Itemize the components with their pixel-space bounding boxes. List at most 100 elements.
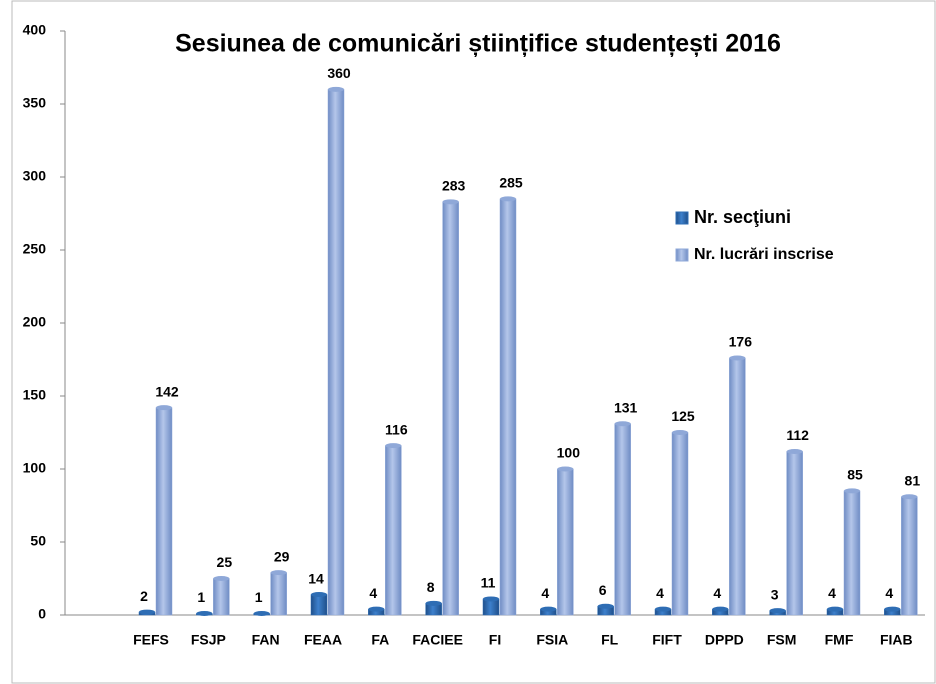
bar-cap <box>156 405 172 411</box>
y-tick-label: 200 <box>23 314 47 330</box>
bar-cap <box>655 606 671 612</box>
data-label: 4 <box>713 585 721 601</box>
data-label: 360 <box>327 65 351 81</box>
y-tick-label: 0 <box>38 606 46 622</box>
data-label: 1 <box>255 589 263 605</box>
x-tick-label: DPPD <box>705 632 744 648</box>
bar-cap <box>139 609 155 615</box>
bar-cap <box>328 86 344 92</box>
data-label: 116 <box>385 421 408 437</box>
bar-cap <box>500 196 516 202</box>
bar-cap <box>712 606 729 612</box>
data-label: 285 <box>499 175 523 191</box>
y-tick-label: 350 <box>23 95 47 111</box>
data-label: 131 <box>614 399 638 415</box>
bar-cap <box>425 600 442 606</box>
bar <box>213 578 230 616</box>
bar-cap <box>769 608 786 614</box>
data-label: 25 <box>217 554 233 570</box>
x-tick-label: FIFT <box>652 632 682 648</box>
y-tick-label: 250 <box>23 241 47 257</box>
data-label: 2 <box>140 588 148 604</box>
data-label: 4 <box>885 585 893 601</box>
data-label: 176 <box>729 334 753 350</box>
y-tick-label: 50 <box>30 533 46 549</box>
bar-cap <box>385 443 402 449</box>
legend-swatch <box>675 211 689 225</box>
bar <box>843 490 861 616</box>
bar-cap <box>311 592 327 598</box>
bar-cap <box>196 611 213 617</box>
data-label: 4 <box>656 585 664 601</box>
x-tick-label: FSJP <box>191 632 226 648</box>
x-tick-label: FEFS <box>133 632 169 648</box>
data-label: 112 <box>786 427 809 443</box>
bar <box>786 451 803 616</box>
bar <box>901 496 918 616</box>
bar-cap <box>844 488 860 494</box>
bar <box>557 468 574 616</box>
x-tick-label: FAN <box>252 632 280 648</box>
data-label: 81 <box>905 472 921 488</box>
bar <box>671 432 689 616</box>
bar <box>270 572 287 616</box>
x-tick-label: FSIA <box>536 632 568 648</box>
y-tick-label: 400 <box>23 22 47 38</box>
x-tick-label: FMF <box>825 632 854 648</box>
bar-cap <box>213 576 230 581</box>
data-label: 29 <box>274 548 290 564</box>
bar-cap <box>884 606 901 612</box>
bar <box>155 407 173 616</box>
bar-cap <box>827 606 843 612</box>
bar <box>499 198 517 616</box>
y-tick-label: 300 <box>23 168 47 184</box>
data-label: 8 <box>427 579 435 595</box>
y-tick-label: 150 <box>23 387 47 403</box>
frame <box>11 0 936 684</box>
legend-label: Nr. secţiuni <box>694 207 791 227</box>
data-label: 6 <box>599 582 607 598</box>
bar <box>614 423 631 616</box>
data-label: 11 <box>481 575 496 591</box>
data-label: 283 <box>442 178 466 194</box>
bar-cap <box>729 355 746 361</box>
data-label: 4 <box>541 585 549 601</box>
data-label: 100 <box>557 445 581 461</box>
data-label: 142 <box>155 383 179 399</box>
bar-cap <box>483 596 499 602</box>
bar-cap <box>614 421 631 427</box>
bar-cap <box>368 606 385 612</box>
bar-cap <box>901 494 918 500</box>
data-label: 125 <box>671 408 695 424</box>
bar-cap <box>253 611 270 617</box>
bar <box>310 594 328 616</box>
x-tick-label: FSM <box>767 632 797 648</box>
data-label: 4 <box>369 585 377 601</box>
data-label: 1 <box>197 589 205 605</box>
data-label: 3 <box>771 586 779 602</box>
legend-swatch <box>675 248 689 262</box>
bar-cap <box>557 466 574 472</box>
x-tick-label: FACIEE <box>412 632 463 648</box>
bar-cap <box>540 606 557 612</box>
bar <box>327 89 345 616</box>
chart-title: Sesiunea de comunicări științifice stude… <box>175 30 781 58</box>
x-tick-label: FI <box>489 632 501 648</box>
bar-cap <box>597 603 614 609</box>
bar <box>442 201 459 616</box>
y-tick-label: 100 <box>23 460 47 476</box>
data-label: 4 <box>828 585 836 601</box>
x-tick-label: FEAA <box>304 632 342 648</box>
bar-cap <box>270 570 287 576</box>
bar-cap <box>672 430 688 435</box>
x-tick-label: FIAB <box>880 632 913 648</box>
data-label: 14 <box>308 570 324 586</box>
x-tick-label: FL <box>601 632 619 648</box>
data-label: 85 <box>847 467 863 483</box>
legend-label: Nr. lucrări inscrise <box>694 246 834 263</box>
bar <box>385 445 402 616</box>
bar-cap <box>786 448 803 454</box>
bar-cap <box>442 199 459 205</box>
bar <box>729 357 746 616</box>
